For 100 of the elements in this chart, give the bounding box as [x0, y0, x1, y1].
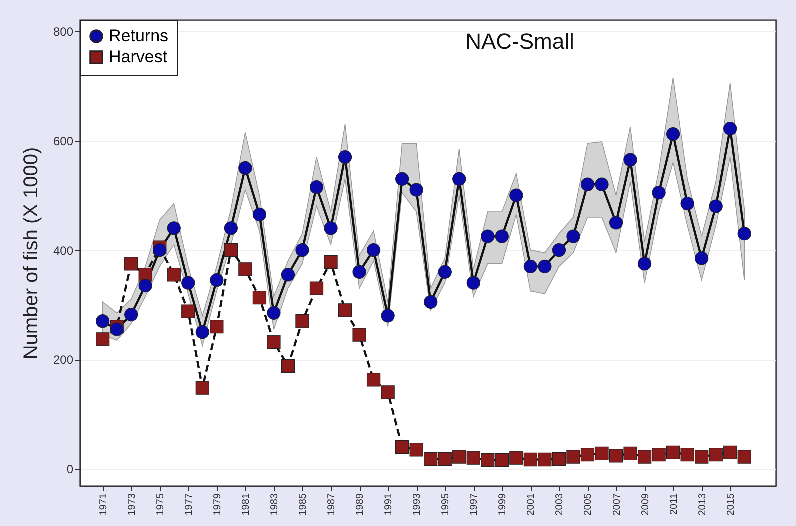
- point: [124, 308, 138, 322]
- point: [524, 260, 538, 274]
- point: [481, 453, 495, 468]
- point: [738, 450, 752, 464]
- point: [452, 450, 466, 464]
- point: [538, 452, 552, 467]
- legend-label: Harvest: [109, 48, 168, 66]
- x-tick-label: 1993: [412, 493, 424, 516]
- point: [680, 196, 694, 211]
- point: [424, 295, 438, 310]
- point: [566, 230, 580, 244]
- point: [410, 443, 424, 457]
- point: [324, 255, 338, 270]
- legend-label: Returns: [109, 26, 169, 46]
- point: [709, 200, 723, 214]
- x-tick-label: 2005: [583, 493, 594, 516]
- point: [510, 451, 524, 465]
- point: [495, 230, 509, 244]
- point: [210, 320, 224, 334]
- point: [638, 257, 652, 271]
- point: [366, 373, 381, 387]
- y-tick-label: 200: [53, 353, 74, 368]
- point: [338, 304, 352, 318]
- point: [438, 265, 452, 279]
- x-tick-label: 1989: [355, 493, 366, 516]
- point: [609, 216, 624, 230]
- point: [252, 208, 267, 222]
- x-tick-label: 1999: [498, 493, 509, 516]
- point: [495, 453, 509, 468]
- point: [652, 186, 666, 200]
- point: [281, 268, 296, 282]
- point: [96, 332, 110, 346]
- x-tick-label: 1977: [184, 493, 195, 516]
- point: [624, 153, 638, 167]
- x-tick-label: 1979: [212, 493, 224, 516]
- point: [182, 304, 196, 318]
- x-tick-label: 1985: [298, 493, 309, 516]
- point: [580, 178, 595, 192]
- point: [652, 448, 666, 462]
- point: [296, 243, 310, 258]
- point: [724, 446, 738, 460]
- point: [738, 227, 752, 241]
- point: [381, 386, 395, 400]
- point: [310, 282, 324, 296]
- point: [224, 222, 238, 236]
- x-tick-label: 1981: [240, 493, 252, 516]
- point: [624, 446, 638, 461]
- point: [252, 291, 267, 305]
- y-tick-label: 600: [53, 134, 74, 148]
- x-tick-label: 2015: [726, 493, 737, 516]
- point: [324, 222, 338, 236]
- point: [680, 448, 694, 462]
- point: [352, 265, 366, 279]
- point: [110, 322, 124, 336]
- point: [224, 243, 238, 258]
- point: [310, 180, 324, 194]
- x-tick-label: 1995: [440, 493, 452, 516]
- point: [724, 122, 738, 136]
- y-tick-label: 0: [66, 462, 74, 477]
- point: [167, 222, 181, 236]
- point: [96, 314, 110, 328]
- y-axis-title: Number of fish (X 1000): [20, 147, 42, 360]
- point: [153, 243, 167, 258]
- point: [167, 268, 181, 282]
- point: [124, 257, 138, 271]
- point: [552, 243, 566, 258]
- point: [638, 450, 652, 464]
- point: [709, 448, 723, 462]
- x-tick-label: 1973: [126, 493, 138, 516]
- point: [210, 274, 224, 288]
- point: [238, 161, 252, 176]
- point: [666, 128, 680, 142]
- x-tick-label: 2011: [668, 493, 680, 516]
- point: [424, 452, 438, 466]
- point: [695, 450, 709, 464]
- point: [267, 335, 281, 349]
- point: [352, 328, 366, 342]
- y-tick-label: 800: [53, 24, 74, 39]
- y-tick-label: 400: [53, 244, 74, 258]
- x-tick-label: 1971: [98, 493, 110, 516]
- point: [296, 314, 310, 328]
- point: [338, 150, 352, 164]
- point: [566, 450, 580, 464]
- point: [666, 446, 680, 460]
- x-tick-label: 2003: [554, 493, 566, 516]
- x-tick-label: 2009: [640, 493, 652, 516]
- point: [524, 452, 538, 467]
- point: [481, 230, 495, 244]
- point: [695, 252, 709, 266]
- point: [366, 243, 381, 258]
- x-tick-label: 2007: [612, 493, 623, 516]
- point: [580, 448, 595, 462]
- x-tick-label: 1975: [155, 493, 166, 516]
- point: [381, 309, 395, 323]
- point: [196, 326, 210, 340]
- point: [267, 306, 281, 320]
- point: [410, 183, 424, 197]
- point: [595, 178, 609, 192]
- x-tick-label: 2013: [697, 493, 708, 516]
- point: [595, 446, 609, 461]
